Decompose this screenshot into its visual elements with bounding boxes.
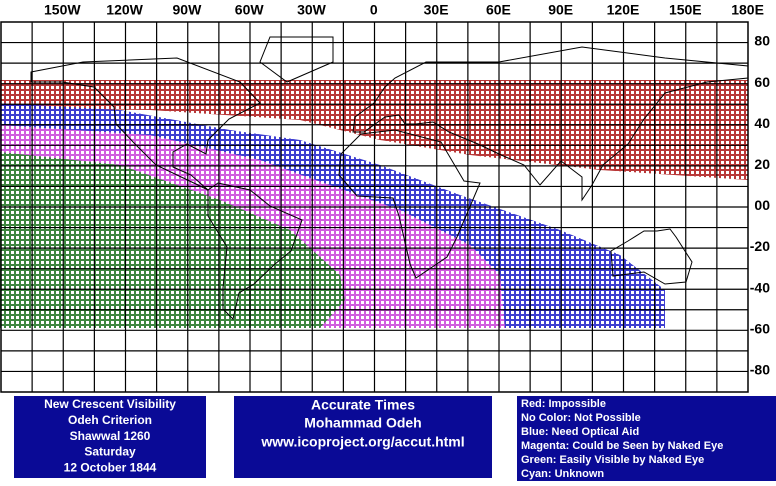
- longitude-label: 120W: [106, 2, 143, 18]
- latitude-label: -80: [750, 362, 770, 378]
- legend-line: Green: Easily Visible by Naked Eye: [521, 454, 704, 466]
- info-line: Saturday: [84, 445, 136, 459]
- coastlines: [30, 36, 749, 320]
- latitude-labels: 80 60 40 20 00 -20 -40 -60 -80: [750, 33, 770, 378]
- legend-line: Magenta: Could be Seen by Naked Eye: [521, 440, 723, 452]
- longitude-label: 30E: [424, 2, 449, 18]
- latitude-label: -20: [750, 238, 770, 254]
- legend-line: Red: Impossible: [521, 398, 606, 410]
- longitude-label: 0: [370, 2, 378, 18]
- legend-line: No Color: Not Possible: [521, 412, 641, 424]
- longitude-label: 60W: [235, 2, 265, 18]
- legend-box: Red: Impossible No Color: Not Possible Blu…: [517, 396, 776, 481]
- south-america: [207, 182, 303, 320]
- longitude-label: 60E: [486, 2, 511, 18]
- latitude-label: 00: [754, 197, 770, 213]
- longitude-labels: 150W 120W 90W 60W 30W 0 30E 60E 90E 120E 150E 180E: [44, 2, 764, 18]
- map-frame: [0, 21, 749, 393]
- longitude-label: 150E: [669, 2, 702, 18]
- latitude-label: 60: [754, 74, 770, 90]
- latitude-label: 40: [754, 115, 770, 131]
- longitude-label: 150W: [44, 2, 81, 18]
- credits-author: Mohammad Odeh: [304, 415, 421, 431]
- info-box-bg: [14, 396, 206, 478]
- greenland: [259, 36, 334, 83]
- latitude-label: 20: [754, 156, 770, 172]
- graticule: [1, 22, 748, 392]
- credits-title: Accurate Times: [311, 397, 415, 413]
- longitude-label: 120E: [607, 2, 640, 18]
- longitude-label: 90W: [173, 2, 203, 18]
- latitude-label: -60: [750, 320, 770, 336]
- longitude-label: 30W: [297, 2, 327, 18]
- eurasia: [352, 46, 749, 202]
- australia: [610, 228, 693, 285]
- info-line: Odeh Criterion: [68, 413, 152, 427]
- credits-url: www.icoproject.org/accut.html: [260, 434, 464, 450]
- credits-box-bg: [234, 396, 492, 478]
- info-line: 12 October 1844: [64, 460, 157, 474]
- legend-line: Cyan: Unknown: [521, 468, 604, 480]
- latitude-label: 80: [754, 33, 770, 49]
- africa: [338, 129, 481, 279]
- info-line: New Crescent Visibility: [44, 397, 176, 411]
- longitude-label: 90E: [548, 2, 573, 18]
- credits-box: Accurate Times Mohammad Odeh www.icoproj…: [234, 396, 492, 478]
- legend-line: Blue: Need Optical Aid: [521, 426, 639, 438]
- legend-box-bg: [517, 396, 776, 481]
- info-line: Shawwal 1260: [70, 429, 151, 443]
- green-region: [0, 152, 345, 328]
- info-box: New Crescent Visibility Odeh Criterion Sha…: [14, 396, 206, 478]
- longitude-label: 180E: [731, 2, 764, 18]
- latitude-label: -40: [750, 279, 770, 295]
- north-america: [30, 57, 261, 191]
